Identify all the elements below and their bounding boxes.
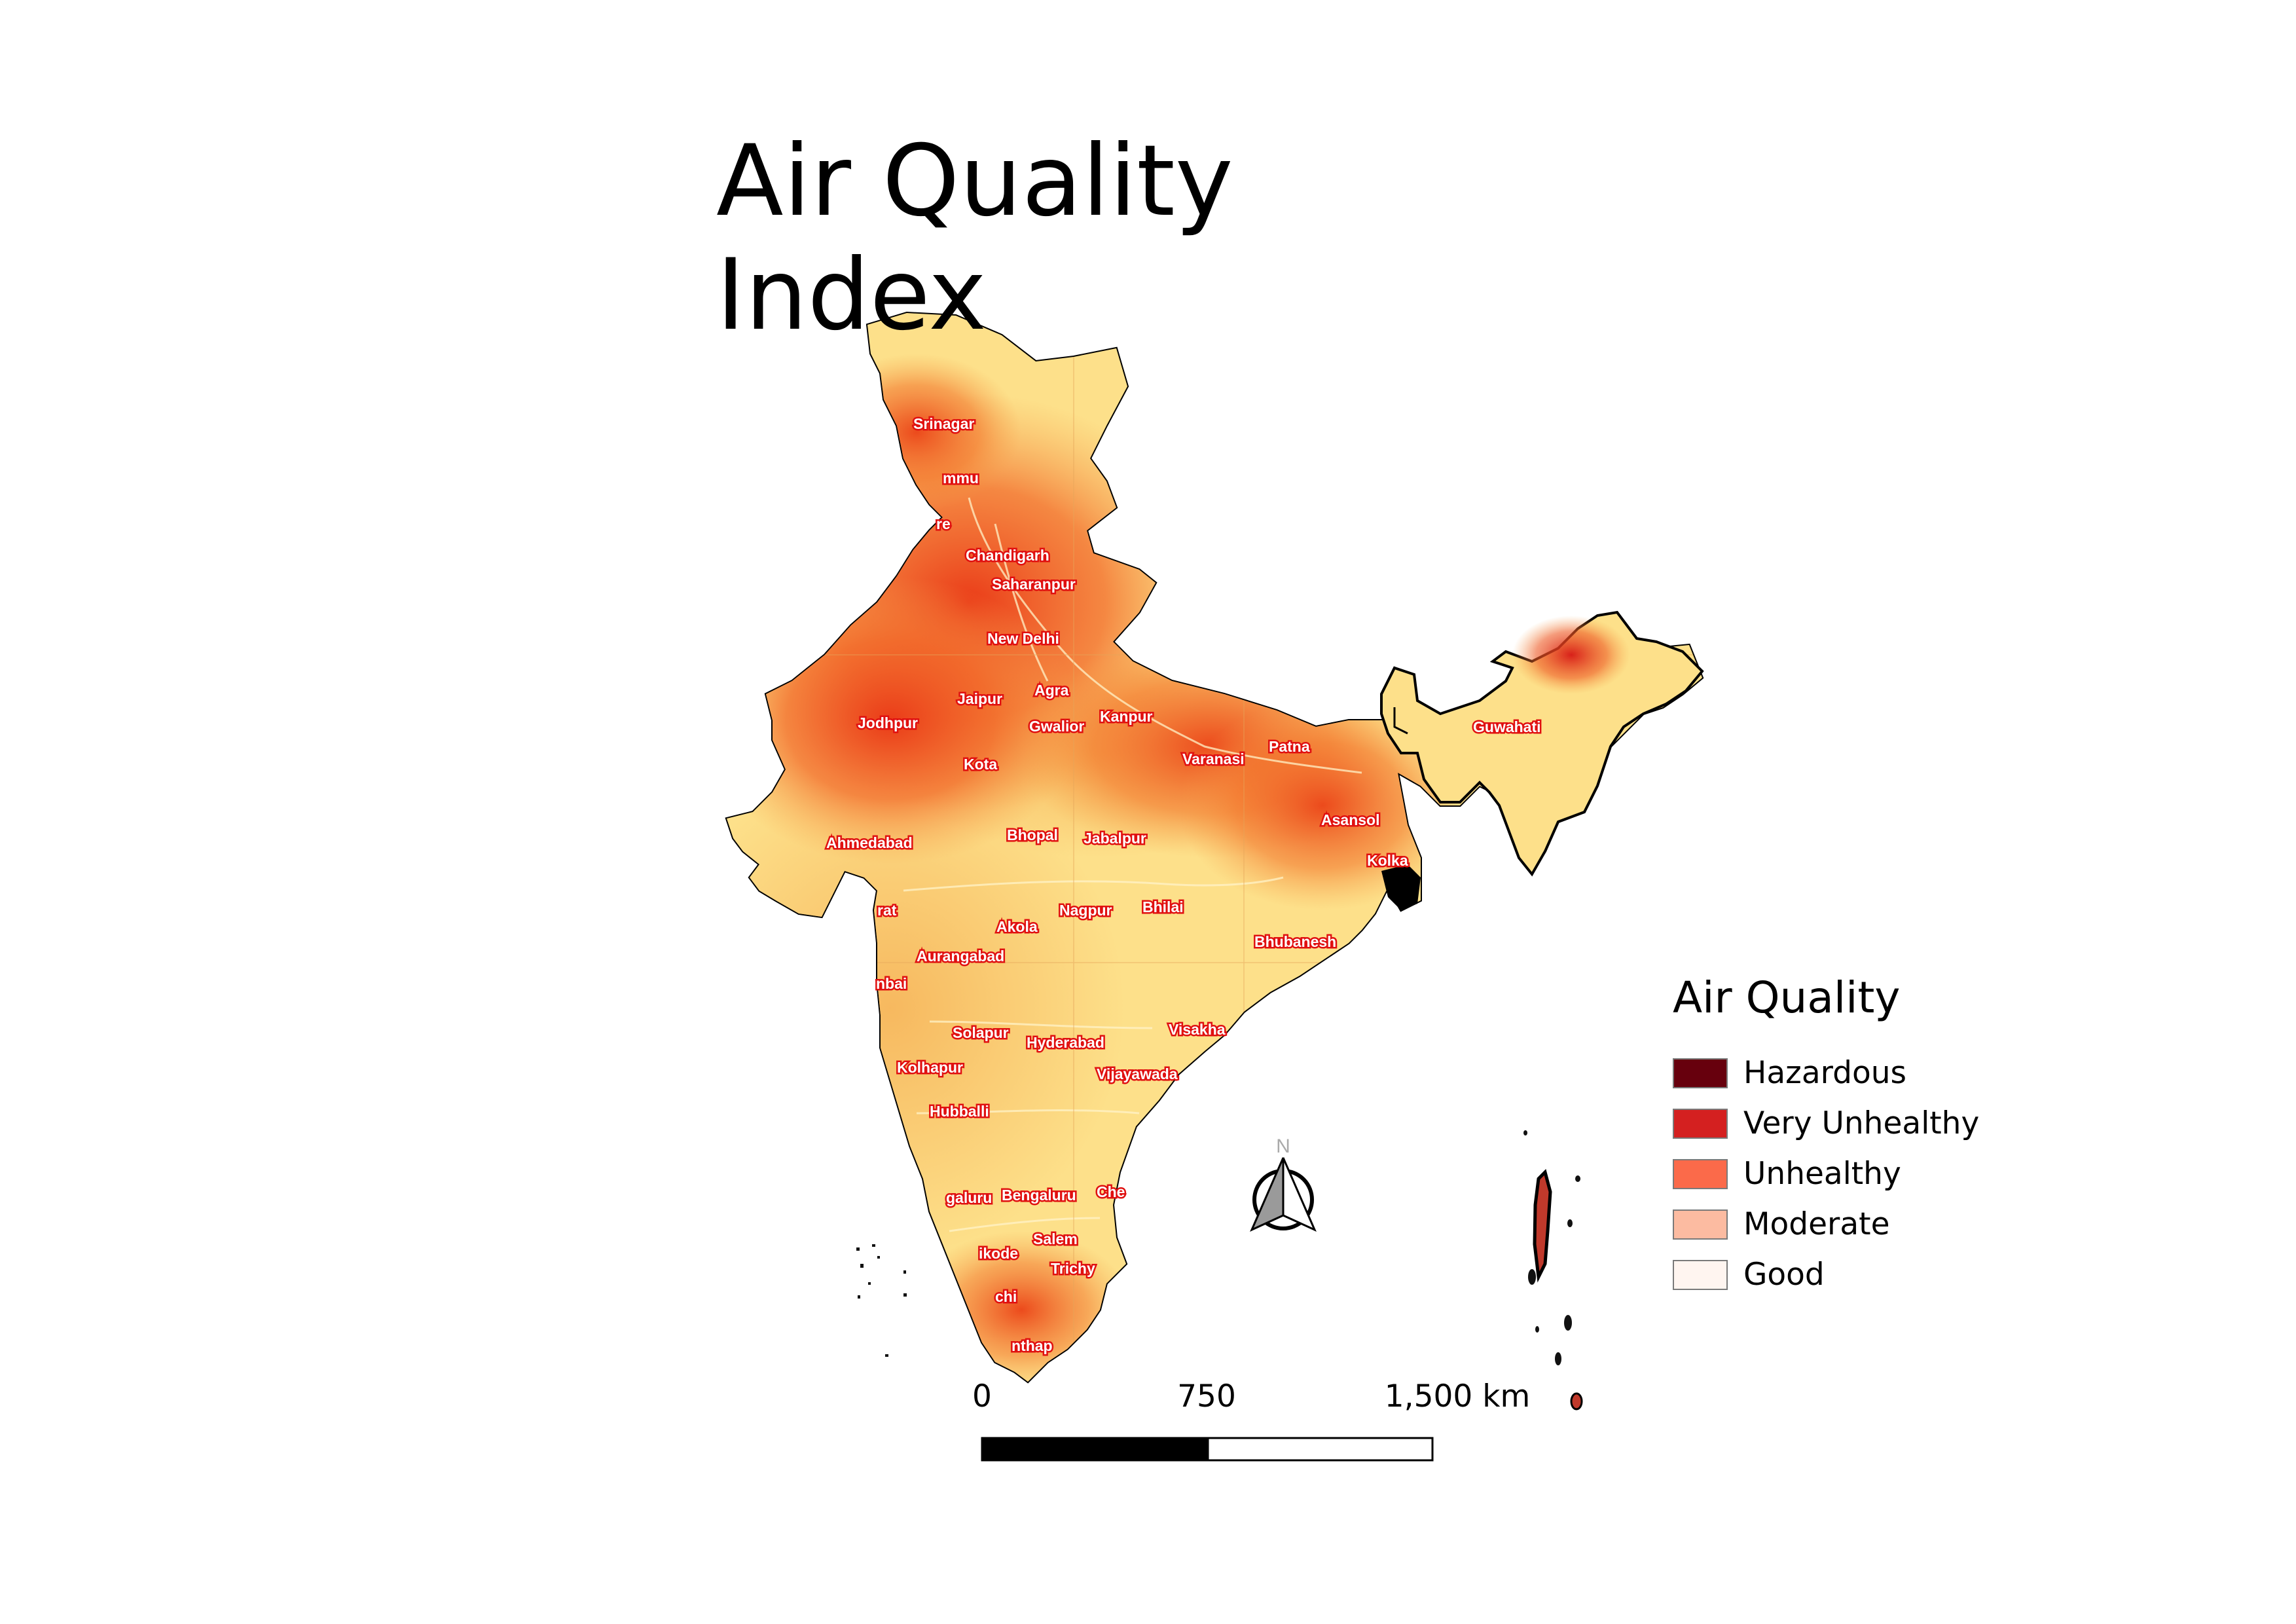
city-labels: Srinagar mmu re Chandigarh Saharanpur Ne…	[825, 414, 1543, 1356]
city-label: rat	[877, 902, 897, 919]
legend: Air Quality Hazardous Very Unhealthy Unh…	[1673, 972, 2131, 1300]
legend-swatch	[1673, 1058, 1728, 1088]
legend-item-good: Good	[1673, 1249, 2131, 1300]
city-label: Bhilai	[1142, 898, 1184, 915]
city-label: Aurangabad	[917, 948, 1004, 965]
legend-item-unhealthy: Unhealthy	[1673, 1149, 2131, 1199]
city-label: Che	[1097, 1183, 1125, 1200]
city-label: Asansol	[1321, 811, 1379, 828]
city-label: Vijayawada	[1097, 1065, 1178, 1082]
city-label: Chandigarh	[966, 547, 1049, 564]
legend-title: Air Quality	[1673, 972, 1901, 1023]
city-label: Agra	[1034, 682, 1069, 699]
legend-label: Hazardous	[1743, 1055, 1906, 1091]
city-label: re	[936, 515, 951, 532]
city-label: Bengaluru	[1002, 1187, 1076, 1204]
andaman-nicobar-islands	[1523, 1130, 1583, 1411]
scale-label-mid: 750	[1177, 1378, 1236, 1414]
city-label: galuru	[946, 1189, 992, 1206]
legend-swatch	[1673, 1108, 1728, 1139]
city-label: Solapur	[953, 1024, 1009, 1041]
north-arrow: N	[1250, 1135, 1317, 1232]
city-label: Hyderabad	[1027, 1034, 1104, 1051]
delta-coast	[1381, 864, 1421, 910]
legend-label: Unhealthy	[1743, 1156, 1901, 1192]
lakshadweep-islands	[856, 1244, 907, 1357]
legend-swatch	[1673, 1158, 1728, 1189]
north-label: N	[1276, 1135, 1290, 1157]
city-label: Visakha	[1169, 1021, 1226, 1038]
city-label: Nagpur	[1059, 902, 1112, 919]
city-label: Ahmedabad	[826, 834, 913, 851]
city-label: Saharanpur	[992, 576, 1076, 593]
city-label: nthap	[1011, 1337, 1053, 1354]
legend-swatch	[1673, 1259, 1728, 1290]
city-label: Jodhpur	[858, 714, 918, 731]
city-label: New Delhi	[987, 630, 1059, 647]
legend-swatch	[1673, 1209, 1728, 1240]
legend-item-moderate: Moderate	[1673, 1199, 2131, 1249]
city-label: chi	[995, 1288, 1017, 1305]
city-label: Salem	[1033, 1230, 1078, 1247]
city-label: nbai	[876, 975, 907, 992]
city-label: Kolka	[1367, 852, 1408, 869]
scale-label-end: 1,500 km	[1384, 1378, 1531, 1414]
city-label: Jaipur	[957, 690, 1002, 707]
city-label: Hubballi	[930, 1103, 989, 1120]
scale-label-start: 0	[972, 1378, 992, 1414]
city-label: Trichy	[1051, 1260, 1095, 1277]
city-label: Bhopal	[1007, 826, 1058, 843]
city-label: Kolhapur	[897, 1059, 963, 1076]
city-label: Jabalpur	[1084, 830, 1146, 847]
legend-label: Moderate	[1743, 1206, 1890, 1242]
city-label: Srinagar	[913, 415, 974, 432]
city-label: Gwalior	[1029, 718, 1084, 735]
city-label: Akola	[996, 918, 1038, 935]
india-landmass	[725, 312, 1704, 1383]
map-title: Air Quality Index	[716, 124, 1233, 352]
legend-label: Good	[1743, 1257, 1825, 1293]
legend-item-very-unhealthy: Very Unhealthy	[1673, 1098, 2131, 1149]
city-label: Varanasi	[1182, 750, 1245, 767]
city-label: Patna	[1269, 738, 1310, 755]
city-label: Kanpur	[1100, 708, 1153, 725]
city-label: Guwahati	[1473, 718, 1541, 735]
scale-bar	[981, 1437, 1434, 1462]
legend-item-hazardous: Hazardous	[1673, 1048, 2131, 1098]
city-label: ikode	[979, 1245, 1018, 1262]
city-label: mmu	[943, 470, 979, 487]
city-label: Kota	[964, 756, 997, 773]
city-label: Bhubanesh	[1254, 933, 1336, 950]
northeast-region	[1380, 610, 1704, 877]
legend-label: Very Unhealthy	[1743, 1105, 1980, 1141]
